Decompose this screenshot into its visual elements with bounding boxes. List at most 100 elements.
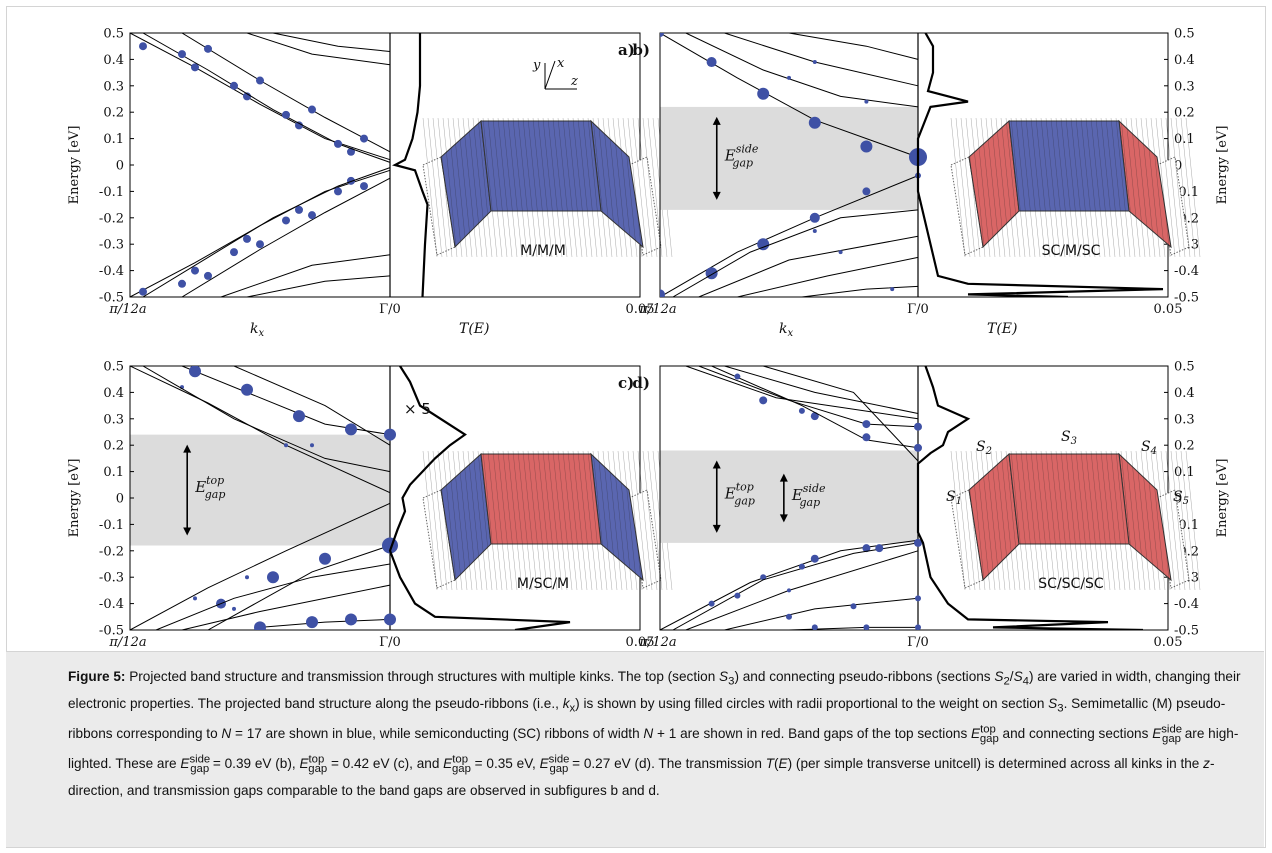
weight-dot xyxy=(757,87,770,100)
top-ribbon xyxy=(1008,120,1130,212)
weight-dot xyxy=(267,571,279,584)
y-tick-label: -0.4 xyxy=(99,264,124,279)
panel-c: 0.5 0.4 0.3 0.2 0.1 0 -0.1 -0.2 -0.3 -0.4 -0.5 Ener… xyxy=(67,360,673,650)
band-line xyxy=(130,502,391,630)
weight-dot xyxy=(295,121,303,130)
y-tick-label: -0.3 xyxy=(99,238,124,253)
outer-ribbon-right xyxy=(1156,489,1190,589)
axis-icon-x-label: x xyxy=(557,56,565,71)
weight-dot xyxy=(191,63,199,72)
gap-arrow-head xyxy=(712,191,721,200)
outer-ribbon-left xyxy=(422,156,456,256)
weight-dot xyxy=(243,92,251,101)
weight-dot xyxy=(914,422,922,431)
figure-caption: Figure 5: Projected band structure and t… xyxy=(6,651,1264,847)
outer-ribbon-left xyxy=(422,489,456,589)
y-tick-label: 0.5 xyxy=(103,27,124,42)
y-tick-label: 0.3 xyxy=(1174,79,1195,94)
axis-icon-x xyxy=(544,60,556,90)
weight-dot xyxy=(914,538,922,547)
caption-text: Projected band structure and transmissio… xyxy=(68,669,1241,798)
y-tick-label: -0.5 xyxy=(99,624,124,639)
band-line xyxy=(724,33,919,87)
weight-dot xyxy=(241,383,253,396)
band-structure xyxy=(660,33,927,297)
y-tick-label: 0.1 xyxy=(103,132,124,147)
gap-arrow-head xyxy=(712,116,721,125)
band-line xyxy=(181,366,391,436)
band-line xyxy=(801,285,919,297)
y-tick-label: -0.5 xyxy=(1174,291,1199,306)
band-line xyxy=(685,33,919,108)
band-line xyxy=(220,254,391,297)
weight-dot xyxy=(914,443,922,452)
weight-dot xyxy=(734,373,741,380)
gap-label: Eside gap xyxy=(724,142,759,169)
weight-dot xyxy=(189,366,201,378)
x-tick-label: Γ/0 xyxy=(907,302,929,317)
weight-dot xyxy=(347,147,355,156)
weight-dot xyxy=(810,412,819,421)
band-line xyxy=(142,33,391,163)
weight-dot xyxy=(384,428,396,441)
weight-dot xyxy=(306,616,318,629)
band-line xyxy=(259,618,391,628)
gap-label: Eside gap xyxy=(791,482,826,509)
band-line xyxy=(130,33,391,161)
weight-dot xyxy=(864,99,869,104)
section-label: S3 xyxy=(1061,429,1077,447)
y-tick-label: 0.3 xyxy=(103,79,124,94)
band-line xyxy=(724,366,919,414)
weight-dot xyxy=(809,212,820,223)
transmission-curve xyxy=(916,33,1164,297)
figure-panels: 0.5 0.4 0.3 0.2 0.1 0 -0.1 -0.2 -0.3 -0.4 -0.5 Ener… xyxy=(67,27,1230,651)
weight-dot xyxy=(890,287,895,292)
outer-ribbon-right xyxy=(628,489,662,589)
weight-dot xyxy=(139,42,147,51)
weight-dot xyxy=(798,563,805,570)
axis-icon-y-label: y xyxy=(532,58,541,73)
x-tick-label: 0.05 xyxy=(626,635,655,650)
weight-dot xyxy=(810,554,819,563)
y-tick-label: 0.4 xyxy=(103,386,124,401)
weight-dot xyxy=(334,187,342,196)
panel-a: 0.5 0.4 0.3 0.2 0.1 0 -0.1 -0.2 -0.3 -0.4 -0.5 Ener… xyxy=(67,27,673,339)
band-line xyxy=(724,597,919,630)
ribbon-illustration xyxy=(422,117,673,258)
weight-dot xyxy=(293,410,305,423)
weight-dot xyxy=(345,423,357,436)
weight-dot xyxy=(850,603,857,610)
weight-dot xyxy=(256,76,264,85)
gap-arrow-head xyxy=(712,524,721,533)
y-tick-label: 0.4 xyxy=(1174,53,1195,68)
band-line xyxy=(685,550,919,630)
panel-label: b) xyxy=(632,41,650,59)
band-line xyxy=(272,33,391,52)
y-tick-label: 0.2 xyxy=(1174,106,1195,121)
y-axis-label: Energy [eV] xyxy=(1215,126,1230,205)
x-tick-label: Γ/0 xyxy=(907,635,929,650)
band-structure xyxy=(130,366,398,630)
band-line xyxy=(233,366,391,446)
weight-dot xyxy=(243,234,251,243)
band-line xyxy=(711,366,919,449)
y-axis-label: Energy [eV] xyxy=(1215,459,1230,538)
band-line xyxy=(181,584,391,630)
band-line xyxy=(672,542,919,630)
y-tick-label: 0 xyxy=(116,159,124,174)
panel-d: 0.50.40.30.20.10-0.1-0.2-0.3-0.4-0.5Ener… xyxy=(632,360,1230,651)
weight-dot xyxy=(808,116,821,129)
band-line xyxy=(660,33,919,158)
weight-dot xyxy=(204,44,212,53)
weight-dot xyxy=(360,134,368,143)
band-line xyxy=(763,366,919,462)
weight-dot xyxy=(860,140,873,153)
gap-arrow-head xyxy=(183,527,192,536)
weight-dot xyxy=(812,229,817,233)
weight-dot xyxy=(760,574,767,581)
y-tick-label: 0 xyxy=(1174,492,1182,507)
weight-dot xyxy=(139,287,147,296)
ribbon-illustration xyxy=(950,450,1201,591)
weight-dot xyxy=(254,621,266,630)
y-tick-label: 0.5 xyxy=(1174,360,1195,375)
